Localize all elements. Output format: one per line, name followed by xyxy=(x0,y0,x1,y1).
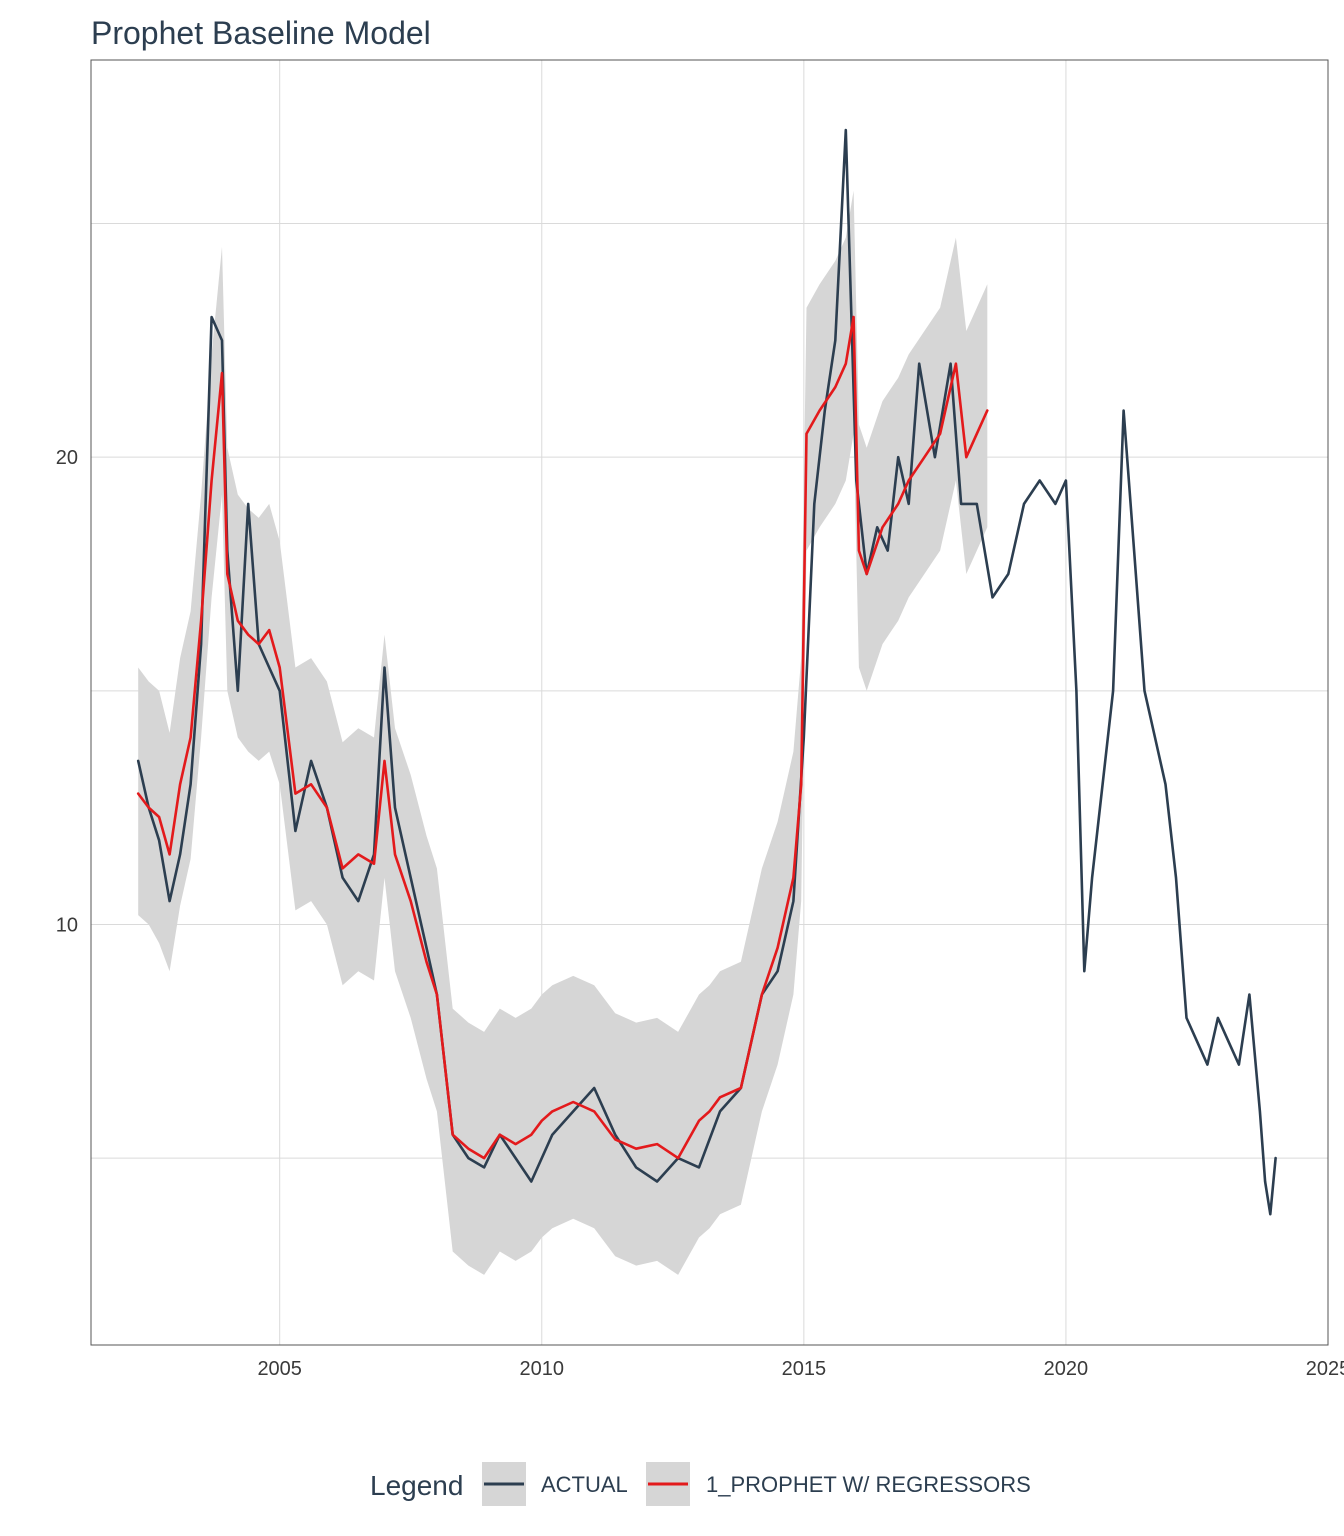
legend-title: Legend xyxy=(370,1470,463,1501)
legend-label-forecast: 1_PROPHET W/ REGRESSORS xyxy=(706,1472,1031,1497)
x-tick-label: 2005 xyxy=(257,1358,302,1380)
legend-label-actual: ACTUAL xyxy=(541,1472,628,1497)
legend: Legend ACTUAL 1_PROPHET W/ REGRESSORS xyxy=(370,1462,1031,1506)
chart-title: Prophet Baseline Model xyxy=(91,15,431,51)
x-tick-label: 2020 xyxy=(1044,1358,1089,1380)
panel-border xyxy=(90,59,1329,1346)
interval-band xyxy=(138,190,988,1275)
x-axis: 2005 2010 2015 2020 2025 xyxy=(257,1358,1344,1380)
x-tick-label: 2025 xyxy=(1306,1358,1344,1380)
x-tick-label: 2010 xyxy=(520,1358,565,1380)
series-lines xyxy=(136,128,1277,1216)
series-line-actual xyxy=(136,128,1277,1216)
series-line-forecast xyxy=(136,315,989,1160)
y-tick-label: 20 xyxy=(56,447,78,469)
x-tick-label: 2015 xyxy=(782,1358,827,1380)
y-axis: 10 20 xyxy=(56,447,78,936)
y-tick-label: 10 xyxy=(56,914,78,936)
prediction-interval xyxy=(138,190,988,1275)
